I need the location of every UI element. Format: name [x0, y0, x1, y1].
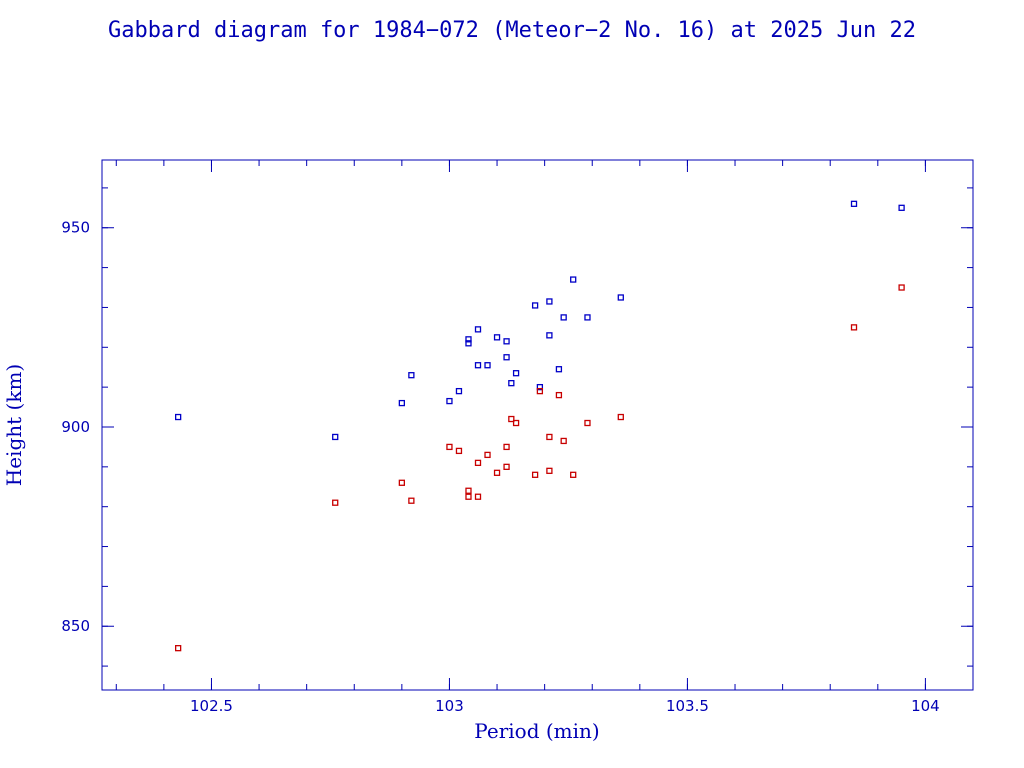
apogee-point	[555, 366, 563, 373]
perigee-point	[474, 459, 482, 467]
series-apogee	[175, 200, 905, 441]
apogee-point	[531, 302, 539, 309]
perigee-point	[560, 437, 567, 445]
perigee-point	[484, 451, 491, 459]
apogee-point	[536, 383, 544, 391]
apogee-point	[332, 433, 339, 441]
apogee-point	[584, 314, 591, 321]
perigee-point	[850, 324, 858, 331]
x-tick-label: 102.5	[190, 697, 233, 715]
x-tick-label: 104	[911, 697, 940, 715]
perigee-point	[408, 497, 415, 504]
apogee-point	[474, 362, 482, 369]
perigee-point	[398, 479, 406, 486]
perigee-point	[508, 415, 515, 423]
perigee-point	[503, 463, 510, 470]
y-tick-label: 900	[61, 418, 90, 436]
chart-title: Gabbard diagram for 1984−072 (Meteor−2 N…	[108, 18, 916, 43]
plot-frame	[101, 159, 974, 691]
series-perigee	[175, 284, 905, 652]
x-axis-label: Period (min)	[474, 719, 599, 743]
apogee-point	[493, 334, 501, 341]
perigee-point	[332, 499, 339, 506]
apogee-point	[560, 314, 567, 321]
apogee-point	[408, 372, 415, 379]
perigee-point	[536, 387, 544, 395]
perigee-point	[493, 469, 501, 476]
x-tick-label: 103.5	[666, 697, 709, 715]
apogee-point	[512, 370, 520, 377]
perigee-point	[465, 487, 472, 494]
x-tick-label: 103	[435, 697, 464, 715]
apogee-point	[446, 397, 453, 405]
perigee-point	[584, 419, 591, 427]
perigee-point	[455, 447, 463, 455]
apogee-point	[617, 294, 624, 301]
perigee-point	[512, 419, 520, 427]
apogee-point	[850, 200, 858, 207]
y-axis-label: Height (km)	[2, 364, 26, 486]
apogee-point	[898, 204, 905, 211]
perigee-point	[465, 493, 472, 500]
apogee-point	[455, 387, 463, 395]
apogee-point	[175, 413, 182, 421]
apogee-point	[546, 332, 553, 339]
apogee-point	[484, 362, 491, 369]
apogee-point	[546, 298, 553, 305]
perigee-point	[555, 391, 563, 399]
perigee-point	[503, 443, 510, 451]
apogee-point	[508, 380, 515, 387]
apogee-point	[503, 354, 510, 361]
tick-labels: 102.5 103 103.5 104 850 900 950	[61, 219, 939, 715]
perigee-point	[546, 433, 553, 441]
perigee-point	[898, 284, 905, 291]
apogee-point	[465, 336, 472, 343]
apogee-point	[398, 399, 406, 407]
perigee-point	[474, 493, 482, 500]
perigee-point	[531, 471, 539, 478]
data-points	[175, 200, 905, 652]
apogee-point	[474, 326, 482, 333]
axis-ticks	[102, 160, 974, 690]
perigee-point	[175, 645, 182, 652]
perigee-point	[617, 413, 624, 421]
perigee-point	[546, 467, 553, 474]
apogee-point	[465, 340, 472, 347]
y-tick-label: 850	[61, 617, 90, 635]
perigee-point	[570, 471, 577, 478]
apogee-point	[503, 338, 510, 345]
apogee-point	[570, 276, 577, 283]
y-tick-label: 950	[61, 219, 90, 237]
perigee-point	[446, 443, 453, 451]
